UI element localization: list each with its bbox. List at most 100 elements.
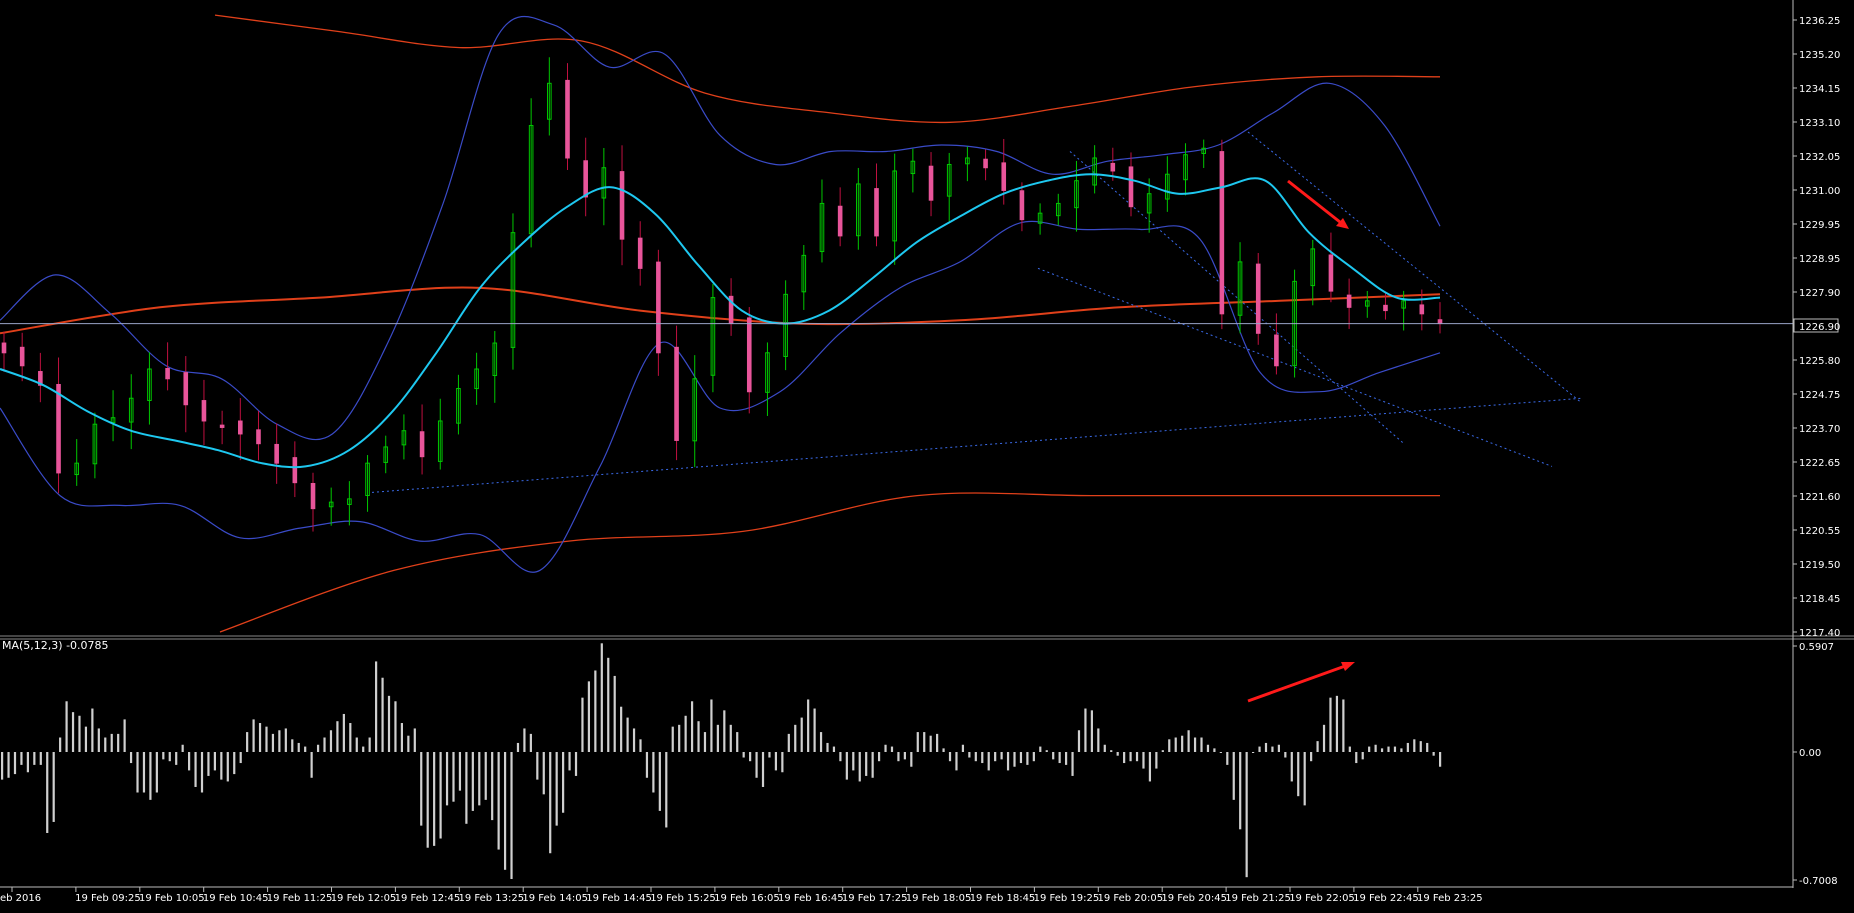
histogram-bar <box>613 675 616 752</box>
histogram-bar <box>703 732 707 752</box>
moving-average-line <box>0 173 1441 469</box>
down-arrow-shaft <box>1287 179 1346 228</box>
candle-body <box>1019 190 1025 221</box>
candle-body <box>965 157 970 165</box>
candle-body <box>983 158 988 169</box>
histogram-bar <box>155 752 158 793</box>
histogram-bar <box>645 752 649 778</box>
histogram-bar <box>1290 752 1293 782</box>
candle-body <box>547 82 552 120</box>
histogram-bar <box>465 752 468 824</box>
histogram-bar <box>258 723 262 752</box>
candle-body <box>1055 202 1061 217</box>
candle-body <box>619 171 625 240</box>
candle-body <box>19 346 25 367</box>
candle-body <box>1274 334 1279 367</box>
histogram-bar <box>697 721 700 752</box>
candle-body <box>1255 263 1261 334</box>
histogram-bar <box>329 730 333 752</box>
histogram-bar <box>52 752 55 822</box>
histogram-bar <box>761 752 765 787</box>
price-axis-label: 1222.65 <box>1799 458 1840 469</box>
histogram-bar <box>207 752 210 776</box>
price-axis-label: 1236.25 <box>1799 16 1840 27</box>
histogram-bar <box>877 752 881 762</box>
time-axis-label: 19 Feb 14:05 <box>522 893 588 904</box>
histogram-bar <box>484 752 487 800</box>
histogram-bar <box>1052 752 1055 760</box>
histogram-bar <box>1187 730 1190 752</box>
candle-body <box>1 342 7 354</box>
histogram-bar <box>1426 742 1429 752</box>
histogram-bar <box>1000 752 1003 760</box>
histogram-bar <box>1064 752 1068 765</box>
candle-body <box>147 368 152 401</box>
candle-body <box>437 420 443 462</box>
histogram-bar <box>961 744 965 752</box>
histogram-bar <box>852 752 855 771</box>
histogram-bar <box>1232 752 1235 800</box>
histogram-bar <box>342 713 345 752</box>
histogram-bar <box>813 708 816 752</box>
price-axis-label: 1225.80 <box>1799 356 1840 367</box>
histogram-bar <box>278 730 281 752</box>
histogram-bar <box>807 699 810 752</box>
outer-band-middle <box>0 286 1441 335</box>
price-axis-label: 1228.95 <box>1799 254 1840 265</box>
candle-body <box>674 346 679 441</box>
histogram-bar <box>1432 752 1435 756</box>
histogram-bar <box>1245 752 1248 878</box>
price-axis-label: 1224.75 <box>1799 390 1840 401</box>
histogram-bar <box>794 724 797 752</box>
histogram-bar <box>549 752 552 854</box>
histogram-bar <box>110 733 113 752</box>
histogram-bar <box>910 752 913 767</box>
histogram-bar <box>1213 748 1216 752</box>
histogram-bar <box>46 752 49 833</box>
time-axis-label: 19 Feb 20:05 <box>1097 893 1163 904</box>
histogram-bar <box>562 752 565 813</box>
up-arrow-head <box>1341 662 1355 671</box>
time-axis-label: 19 Feb 13:25 <box>458 893 524 904</box>
histogram-bar <box>1335 695 1339 752</box>
histogram-bar <box>678 724 681 752</box>
inner-band-upper <box>0 15 1441 441</box>
histogram-bar <box>1374 744 1377 752</box>
histogram-bar <box>387 695 391 752</box>
histogram-bar <box>13 752 17 775</box>
histogram-bar <box>542 752 545 795</box>
oscillator-label: MA(5,12,3) -0.0785 <box>2 639 109 652</box>
price-axis-label: 1218.45 <box>1799 594 1840 605</box>
histogram-bar <box>1019 752 1023 764</box>
candle-body <box>183 372 189 406</box>
osc-axis-label: 0.5907 <box>1799 642 1834 653</box>
candle-body <box>1364 300 1370 307</box>
trendline <box>1247 131 1581 402</box>
histogram-bar <box>1181 735 1184 752</box>
histogram-bar <box>246 732 249 752</box>
candle-body <box>110 417 116 424</box>
candle-body <box>910 160 916 175</box>
price-axis-label: 1233.10 <box>1799 118 1840 129</box>
candle-body <box>1201 147 1206 154</box>
price-axis-label: 1227.90 <box>1799 288 1840 299</box>
price-axis-label: 1229.95 <box>1799 220 1840 231</box>
candle-body <box>874 188 879 237</box>
histogram-bar <box>149 752 152 800</box>
candle-body <box>1328 254 1334 292</box>
time-axis-label: 19 Feb 11:25 <box>267 893 333 904</box>
histogram-bar <box>471 752 474 811</box>
histogram-bar <box>1368 746 1371 752</box>
histogram-bar <box>213 752 216 771</box>
candle-body <box>892 170 897 242</box>
histogram-bar <box>458 752 462 791</box>
histogram-bar <box>316 744 320 752</box>
osc-axis-label: 0.00 <box>1799 748 1821 759</box>
candle-body <box>1183 154 1188 181</box>
histogram-bar <box>375 661 378 752</box>
up-arrow-shaft <box>1247 663 1349 703</box>
histogram-bar <box>639 739 642 752</box>
price-axis-label: 1235.20 <box>1799 50 1840 61</box>
histogram-bar <box>1361 752 1364 760</box>
